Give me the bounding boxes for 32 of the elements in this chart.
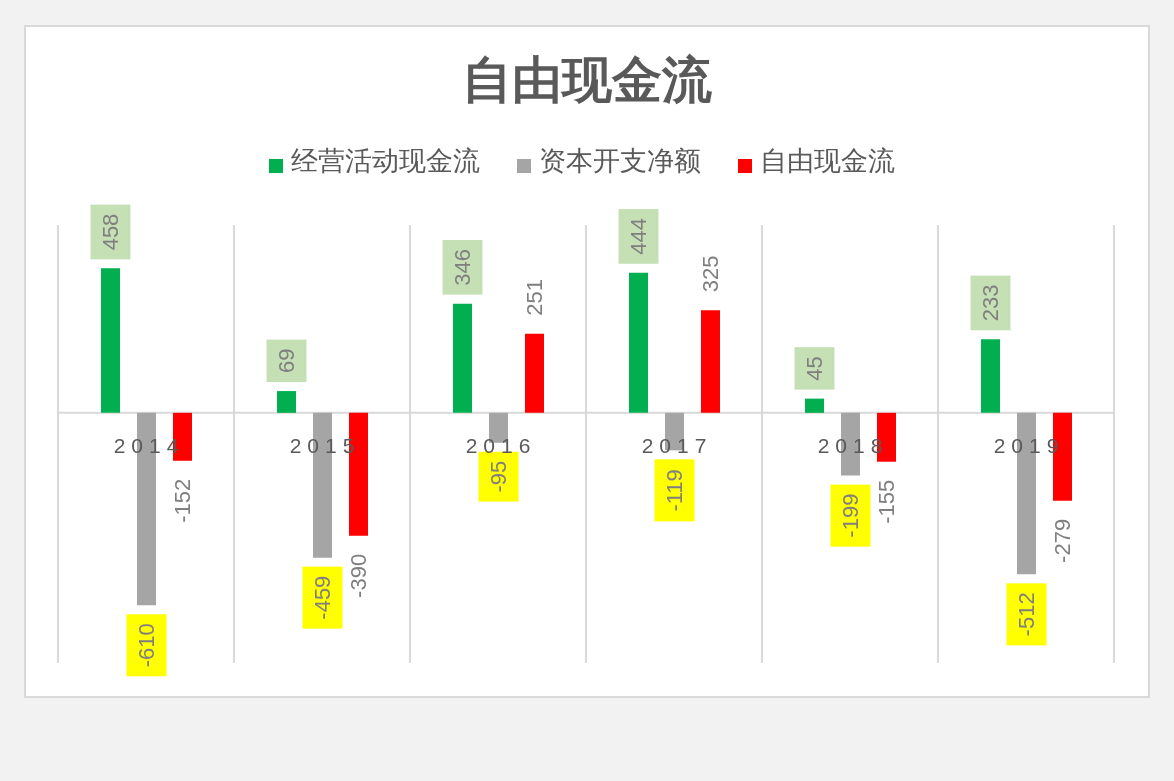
data-label: -152 [170,478,195,523]
bar [629,272,648,413]
bar [701,310,720,413]
data-label: 458 [98,213,123,251]
legend-label: 资本开支净额 [539,146,701,176]
x-tick-label: 2016 [465,434,537,458]
data-label: 45 [802,356,827,381]
bar [453,303,472,413]
data-label: -512 [1014,592,1039,637]
chart-title: 自由现金流 [462,52,712,108]
data-label: -279 [1050,518,1075,563]
data-label: 325 [698,255,723,293]
data-label: -390 [346,553,371,598]
data-label: -610 [134,623,159,668]
bar [805,398,824,413]
data-label: -119 [662,469,687,512]
legend-label: 自由现金流 [760,146,895,176]
bar [525,333,544,413]
legend-label: 经营活动现金流 [291,146,480,176]
bar [277,391,296,413]
data-label: 233 [978,284,1003,322]
data-label: 69 [274,348,299,374]
data-label: -459 [310,575,335,620]
data-label: -155 [874,479,899,524]
data-label: 251 [522,278,547,316]
data-label: 346 [450,248,475,286]
x-tick-label: 2017 [641,434,713,458]
bar [981,339,1000,413]
bar [101,268,120,413]
data-label: -199 [838,493,863,538]
data-label: -95 [486,460,511,493]
data-label: 444 [626,218,651,255]
